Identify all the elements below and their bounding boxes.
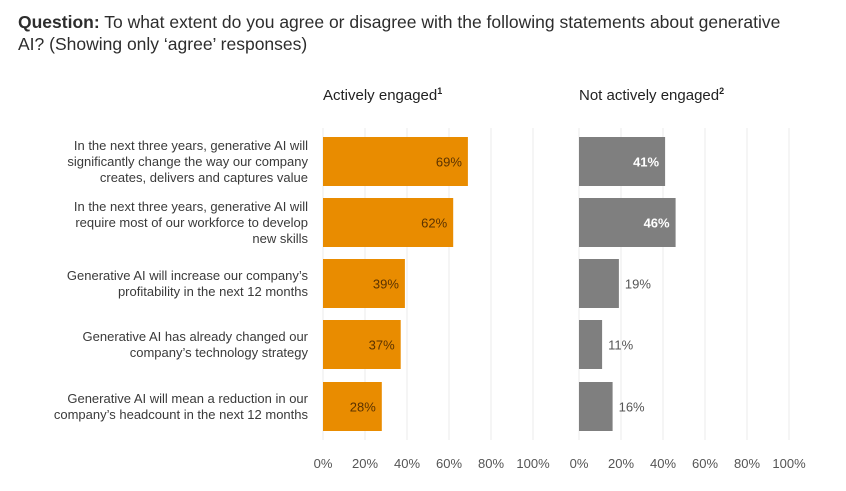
- x-tick-label: 80%: [734, 456, 760, 471]
- x-tick-label: 60%: [692, 456, 718, 471]
- x-tick-label: 60%: [436, 456, 462, 471]
- data-label: 19%: [625, 277, 651, 292]
- category-label: In the next three years, generative AI w…: [8, 199, 308, 247]
- bar: [579, 382, 613, 431]
- x-tick-label: 40%: [650, 456, 676, 471]
- category-label-line: require most of our workforce to develop: [75, 214, 308, 230]
- data-label: 41%: [633, 155, 659, 170]
- category-label-line: significantly change the way our company: [67, 153, 308, 169]
- panel-title-engaged: Actively engaged1: [323, 86, 442, 104]
- data-label: 46%: [644, 216, 670, 231]
- category-label-line: Generative AI will increase our company’…: [66, 267, 308, 283]
- category-label-line: profitability in the next 12 months: [117, 283, 308, 299]
- title-text: To what extent do you agree or disagree …: [18, 12, 781, 54]
- category-label: Generative AI has already changed our com…: [8, 329, 308, 361]
- category-label-line: Generative AI will mean a reduction in o…: [67, 390, 308, 406]
- category-label-line: creates, delivers and captures value: [99, 169, 308, 185]
- category-label-line: Generative AI has already changed our: [82, 328, 308, 344]
- footnote-marker: 1: [437, 86, 443, 96]
- category-label-line: In the next three years, generative AI w…: [73, 137, 308, 153]
- series-name: Actively engaged: [323, 87, 438, 104]
- category-label-line: new skills: [252, 230, 308, 246]
- x-tick-label: 20%: [608, 456, 634, 471]
- title-prefix: Question:: [18, 12, 100, 32]
- x-tick-label: 20%: [352, 456, 378, 471]
- bar: [579, 259, 619, 308]
- bar: [579, 137, 666, 186]
- series-name: Not actively engaged: [579, 87, 720, 104]
- bar: [323, 259, 405, 308]
- bar: [579, 320, 603, 369]
- x-tick-label: 40%: [394, 456, 420, 471]
- category-label: Generative AI will increase our company’…: [8, 268, 308, 300]
- data-label: 11%: [608, 338, 633, 353]
- chart-title: Question: To what extent do you agree or…: [18, 11, 798, 55]
- data-label: 37%: [369, 338, 395, 353]
- data-label: 16%: [619, 400, 645, 415]
- category-label-line: company’s headcount in the next 12 month…: [53, 406, 308, 422]
- data-label: 62%: [421, 216, 447, 231]
- bar: [323, 382, 382, 431]
- data-label: 28%: [350, 400, 376, 415]
- category-label-line: In the next three years, generative AI w…: [73, 198, 308, 214]
- bar: [323, 320, 401, 369]
- x-tick-label: 80%: [478, 456, 504, 471]
- panel-title-not-engaged: Not actively engaged2: [579, 86, 724, 104]
- footnote-marker: 2: [719, 86, 725, 96]
- category-label: In the next three years, generative AI w…: [8, 138, 308, 186]
- bar: [323, 137, 468, 186]
- bar: [579, 198, 676, 247]
- x-tick-label: 100%: [516, 456, 550, 471]
- x-tick-label: 0%: [314, 456, 333, 471]
- x-tick-label: 0%: [570, 456, 589, 471]
- bar: [323, 198, 454, 247]
- category-label-line: company’s technology strategy: [129, 344, 308, 360]
- data-label: 69%: [436, 155, 462, 170]
- data-label: 39%: [373, 277, 399, 292]
- x-tick-label: 100%: [772, 456, 806, 471]
- category-label: Generative AI will mean a reduction in o…: [8, 391, 308, 423]
